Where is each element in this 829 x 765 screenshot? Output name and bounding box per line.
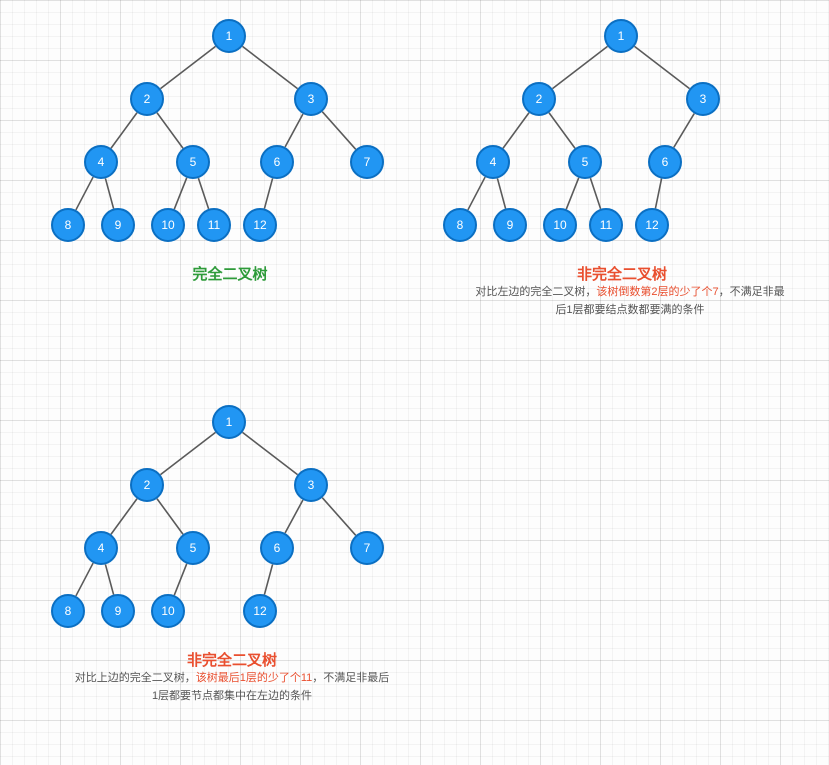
tree3-node-12: 12	[243, 594, 277, 628]
tree3-node-1: 1	[212, 405, 246, 439]
tree3-title: 非完全二叉树	[162, 649, 302, 670]
tree1-node-3: 3	[294, 82, 328, 116]
tree3-caption: 对比上边的完全二叉树，该树最后1层的少了个11，不满足非最后1层都要节点都集中在…	[72, 670, 392, 705]
tree3-node-7: 7	[350, 531, 384, 565]
tree2-node-4: 4	[476, 145, 510, 179]
tree3-node-10: 10	[151, 594, 185, 628]
caption2-highlight: 该树倒数第2层的少了个7	[596, 286, 718, 298]
tree3-node-6: 6	[260, 531, 294, 565]
tree1-node-10: 10	[151, 208, 185, 242]
tree1-node-1: 1	[212, 19, 246, 53]
tree2-title: 非完全二叉树	[552, 263, 692, 284]
canvas: 1234567891011121234568910111212345678910…	[0, 0, 829, 765]
tree2-node-10: 10	[543, 208, 577, 242]
tree2-node-8: 8	[443, 208, 477, 242]
tree1-node-7: 7	[350, 145, 384, 179]
tree3-node-9: 9	[101, 594, 135, 628]
tree3-node-8: 8	[51, 594, 85, 628]
tree2-node-6: 6	[648, 145, 682, 179]
tree2-node-11: 11	[589, 208, 623, 242]
tree1-node-5: 5	[176, 145, 210, 179]
tree2-node-1: 1	[604, 19, 638, 53]
tree2-node-2: 2	[522, 82, 556, 116]
tree2-node-3: 3	[686, 82, 720, 116]
tree1-node-12: 12	[243, 208, 277, 242]
caption2-pre: 对比左边的完全二叉树，	[475, 286, 596, 298]
tree1-node-8: 8	[51, 208, 85, 242]
tree3-node-5: 5	[176, 531, 210, 565]
tree3-node-2: 2	[130, 468, 164, 502]
tree1-node-6: 6	[260, 145, 294, 179]
tree1-node-11: 11	[197, 208, 231, 242]
tree1-node-9: 9	[101, 208, 135, 242]
tree3-node-3: 3	[294, 468, 328, 502]
tree1-node-2: 2	[130, 82, 164, 116]
tree1-title: 完全二叉树	[170, 263, 290, 284]
tree3-node-4: 4	[84, 531, 118, 565]
tree2-node-5: 5	[568, 145, 602, 179]
caption3-highlight: 该树最后1层的少了个11	[196, 672, 313, 684]
tree2-node-12: 12	[635, 208, 669, 242]
tree1-node-4: 4	[84, 145, 118, 179]
caption3-pre: 对比上边的完全二叉树，	[75, 672, 196, 684]
tree2-node-9: 9	[493, 208, 527, 242]
tree2-caption: 对比左边的完全二叉树，该树倒数第2层的少了个7，不满足非最后1层都要结点数都要满…	[470, 284, 790, 319]
